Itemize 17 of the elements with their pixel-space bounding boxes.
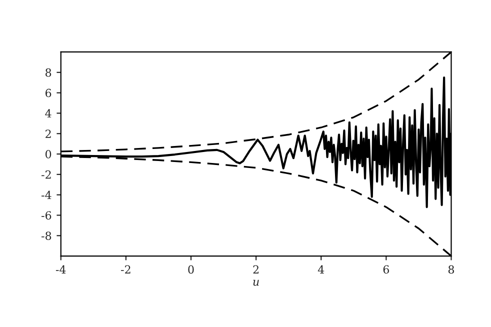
y-tick-label: -2	[42, 170, 51, 179]
x-tick-label: 4	[318, 265, 324, 274]
x-tick-label: 6	[383, 265, 390, 274]
y-tick-label: -4	[42, 190, 52, 200]
y-tick-label: 8	[46, 68, 52, 77]
x-tick-label: 8	[448, 265, 454, 274]
x-tick-label: -2	[121, 265, 130, 274]
y-tick-label: -6	[42, 211, 52, 220]
x-tick-label: 0	[188, 265, 194, 274]
y-tick-label: 4	[45, 109, 52, 118]
y-tick-label: 2	[46, 130, 51, 138]
y-tick-label: 6	[46, 88, 52, 98]
x-tick-label: 2	[253, 265, 258, 274]
y-tick-label: 0	[46, 150, 52, 158]
y-tick-label: -8	[42, 232, 52, 240]
x-axis-title: u	[253, 280, 259, 286]
x-tick-label: -4	[56, 265, 66, 274]
